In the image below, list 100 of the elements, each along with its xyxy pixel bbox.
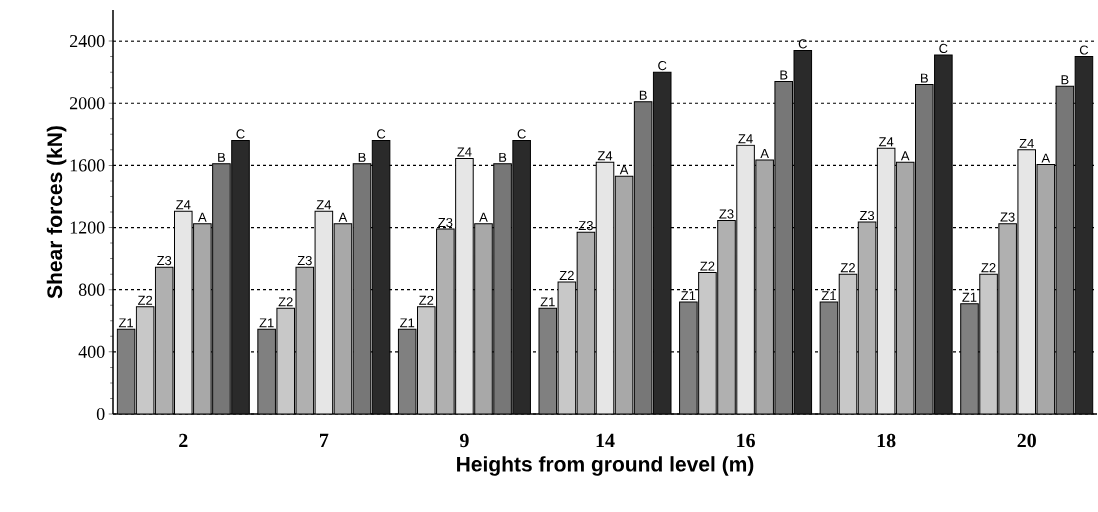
text: A: [760, 149, 769, 158]
text: Z4: [176, 200, 191, 210]
text: B: [1061, 75, 1069, 85]
text: Z2: [981, 263, 996, 273]
bar: [154, 266, 174, 414]
text: A: [1041, 153, 1051, 163]
bar: [276, 307, 295, 414]
text: Z1: [259, 318, 274, 328]
text: Z3: [1000, 212, 1015, 222]
text: Z3: [578, 220, 593, 231]
series-label: Z2: [137, 295, 153, 305]
text: Z2: [278, 297, 293, 307]
bar: [679, 301, 698, 414]
bar: [819, 301, 839, 414]
bar: [474, 223, 493, 414]
bar: [135, 306, 155, 414]
series-label: Z4: [457, 147, 472, 157]
bar: [1074, 56, 1094, 414]
bar: [838, 273, 858, 414]
bar: [455, 157, 474, 414]
bar: [736, 144, 755, 414]
bar: [1036, 164, 1056, 414]
bar: [436, 228, 455, 414]
text: B: [639, 90, 647, 100]
text: Z1: [400, 318, 415, 328]
text: Z2: [419, 295, 434, 305]
text: Z3: [297, 255, 312, 266]
bar: [512, 140, 531, 414]
bar: [876, 147, 896, 414]
y-tick-label: 1200: [70, 221, 105, 234]
bar: [698, 272, 717, 414]
text: Z2: [559, 270, 574, 280]
text: Z4: [597, 151, 613, 161]
text: C: [1079, 45, 1089, 55]
text: C: [517, 129, 526, 139]
bar: [998, 223, 1017, 414]
text: B: [921, 73, 928, 83]
bar: [979, 273, 998, 414]
bar: [371, 140, 391, 414]
text: Z1: [821, 291, 836, 301]
bar: [595, 161, 615, 414]
series-label: Z1: [118, 318, 134, 328]
bar: [231, 140, 250, 414]
bar: [934, 54, 953, 414]
text: A: [479, 212, 488, 222]
bar: [333, 223, 353, 414]
x-tick-label: 18: [877, 433, 896, 448]
x-tick-label: 14: [596, 433, 615, 447]
text: Z3: [719, 209, 734, 219]
bar: [538, 307, 558, 414]
text: A: [338, 212, 348, 222]
text: Z2: [840, 263, 855, 273]
bar: [493, 163, 512, 414]
text: Z4: [1019, 138, 1034, 148]
y-tick-label: 0: [96, 407, 105, 421]
bar: [960, 303, 979, 414]
text: Z4: [738, 134, 753, 144]
text: B: [358, 152, 366, 162]
x-tick-label: 9: [459, 433, 469, 448]
text: Z3: [859, 210, 875, 221]
y-tick-label: 400: [78, 345, 105, 358]
text: B: [499, 152, 507, 162]
bar: [295, 266, 315, 414]
bar: [1017, 149, 1036, 414]
bar: [915, 84, 934, 414]
x-axis-title: Heights from ground level (m): [457, 456, 754, 476]
bar: [793, 49, 813, 414]
x-tick-label: 16: [737, 433, 755, 448]
series-label: C: [236, 129, 245, 139]
series-label: Z3: [157, 255, 172, 266]
y-tick-label: 800: [78, 283, 105, 296]
text: Z1: [681, 291, 696, 301]
text: Z4: [878, 137, 894, 147]
text: Z2: [700, 261, 715, 271]
bar: [857, 221, 877, 414]
text: Z4: [316, 200, 332, 210]
bar: [652, 71, 672, 414]
bar: [717, 220, 736, 414]
bar: [352, 163, 372, 414]
bar: [614, 175, 634, 414]
x-tick-label: 7: [320, 433, 329, 447]
bar: [633, 101, 653, 414]
bar: [314, 210, 334, 414]
text: C: [658, 60, 667, 71]
series-label: A: [198, 212, 207, 222]
text: C: [798, 39, 807, 49]
bar: [417, 306, 436, 414]
text: A: [900, 151, 910, 161]
bar: [193, 223, 212, 414]
text: C: [939, 43, 948, 54]
bar: [774, 80, 793, 414]
text: Z1: [962, 292, 977, 302]
y-tick-label: 2000: [69, 97, 105, 110]
text: Z1: [540, 297, 555, 307]
text: Z3: [438, 217, 453, 228]
bar: [557, 281, 577, 414]
y-tick-label: 2400: [69, 35, 105, 48]
x-tick-label: 2: [179, 433, 188, 448]
series-label: B: [218, 152, 226, 162]
y-tick-label: 1600: [70, 159, 105, 172]
